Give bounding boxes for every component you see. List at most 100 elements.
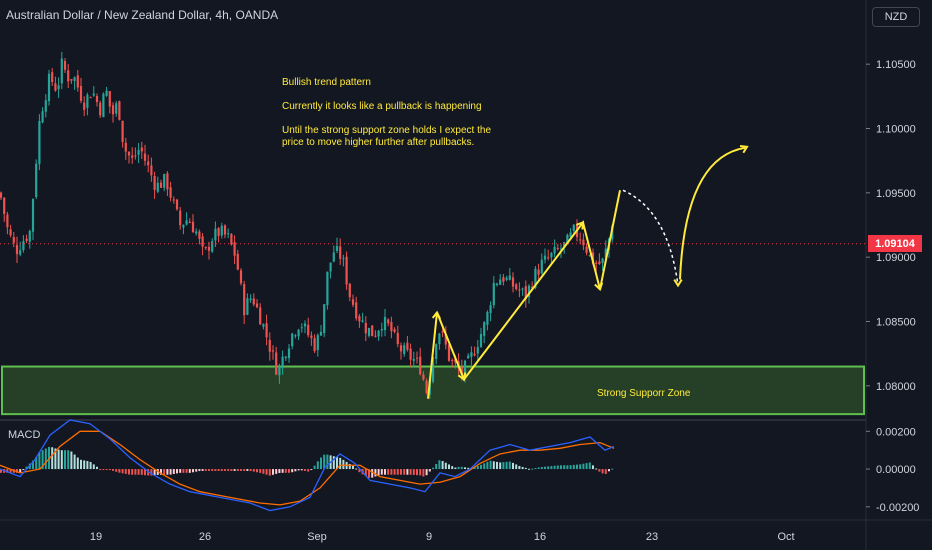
macd-histogram-bar [131, 469, 134, 475]
candle-body [291, 333, 294, 347]
macd-tick-label: 0.00000 [876, 464, 916, 476]
candle-body [51, 72, 54, 83]
candle-body [220, 225, 223, 236]
macd-histogram-bar [316, 461, 319, 470]
candle-body [191, 221, 195, 233]
macd-tick-label: 0.00200 [876, 426, 916, 438]
macd-histogram-bar [588, 462, 591, 470]
candle-body [236, 253, 239, 270]
macd-histogram-bar [396, 469, 399, 475]
macd-histogram-bar [579, 464, 582, 470]
macd-histogram-bar [281, 469, 284, 473]
candle-body [463, 360, 467, 377]
macd-histogram-bar [502, 462, 505, 470]
candle-body [227, 233, 230, 235]
candle-body [271, 350, 275, 352]
macd-histogram-bar [313, 465, 316, 470]
macd-histogram-bar [265, 469, 268, 475]
macd-histogram-bar [124, 469, 127, 474]
candle-body [89, 97, 92, 99]
macd-histogram-bar [550, 466, 553, 470]
macd-histogram-bar [256, 469, 258, 473]
macd-histogram-bar [428, 469, 431, 472]
candle-body [511, 277, 515, 287]
candle-body [422, 374, 425, 380]
macd-histogram-bar [224, 469, 226, 471]
candle-body [399, 345, 403, 352]
pattern-arrowhead-icon [431, 310, 442, 320]
candle-body [252, 298, 255, 305]
candle-body [255, 303, 259, 308]
candle-body [355, 302, 358, 319]
candle-body [47, 73, 51, 102]
candle-body [268, 339, 271, 352]
candle-body [572, 224, 575, 232]
time-tick-label: 9 [426, 531, 432, 543]
macd-histogram-bar [166, 469, 169, 475]
macd-histogram-bar [198, 469, 201, 472]
macd-histogram-bar [249, 469, 252, 472]
currency-selector[interactable]: NZD [872, 7, 920, 27]
macd-histogram-bar [448, 464, 450, 470]
macd-histogram-bar [601, 469, 604, 474]
macd-histogram-bar [275, 469, 278, 474]
candle-body [393, 329, 396, 332]
candle-body [12, 237, 15, 243]
macd-histogram-bar [412, 469, 415, 475]
candle-body [41, 111, 44, 123]
macd-histogram-bar [169, 469, 172, 475]
macd-histogram-bar [0, 469, 2, 473]
candle-body [364, 322, 367, 334]
macd-histogram-bar [604, 469, 607, 474]
candle-body [44, 100, 47, 112]
macd-histogram-bar [57, 449, 60, 470]
macd-histogram-bar [371, 469, 374, 478]
candle-body [489, 305, 492, 314]
macd-histogram-bar [582, 463, 585, 470]
macd-histogram-bar [105, 469, 108, 471]
macd-histogram-bar [524, 467, 527, 470]
candle-body [223, 225, 227, 235]
candle-body [3, 197, 6, 214]
macd-histogram-bar [182, 469, 185, 473]
candle-body [537, 269, 540, 275]
macd-histogram-bar [368, 469, 370, 478]
time-tick-label: 26 [199, 531, 211, 543]
macd-histogram-bar [160, 469, 162, 475]
candle-body [326, 271, 329, 306]
candle-body [460, 366, 463, 375]
time-tick-label: 19 [90, 531, 102, 543]
candle-body [137, 150, 140, 155]
macd-histogram-bar [252, 469, 255, 472]
candle-body [297, 329, 300, 337]
macd-histogram-bar [416, 469, 418, 476]
macd-histogram-bar [233, 469, 236, 471]
annotation-note-2: Currently it looks like a pullback is ha… [282, 101, 482, 112]
candle-body [163, 174, 166, 188]
macd-histogram-bar [172, 469, 175, 474]
candle-body [105, 90, 108, 96]
candle-body [435, 344, 438, 359]
macd-histogram-bar [176, 469, 178, 474]
macd-histogram-bar [432, 467, 434, 470]
candle-body [140, 147, 143, 152]
macd-histogram-bar [544, 466, 546, 470]
macd-histogram-bar [86, 461, 89, 470]
macd-histogram-bar [374, 469, 377, 477]
candle-body [182, 224, 185, 228]
macd-histogram-bar [32, 460, 34, 470]
macd-indicator-label[interactable]: MACD [8, 429, 41, 441]
macd-histogram-bar [73, 454, 76, 470]
price-tick-label: 1.09000 [876, 252, 916, 264]
macd-histogram-bar [211, 469, 214, 471]
candle-body [175, 199, 179, 210]
macd-histogram-bar [537, 467, 540, 470]
macd-histogram-bar [25, 466, 28, 470]
candle-body [502, 277, 505, 282]
macd-histogram-bar [444, 462, 447, 470]
candle-body [6, 214, 9, 228]
macd-histogram-bar [272, 469, 274, 475]
macd-histogram-bar [499, 462, 502, 470]
candle-body [579, 239, 582, 241]
